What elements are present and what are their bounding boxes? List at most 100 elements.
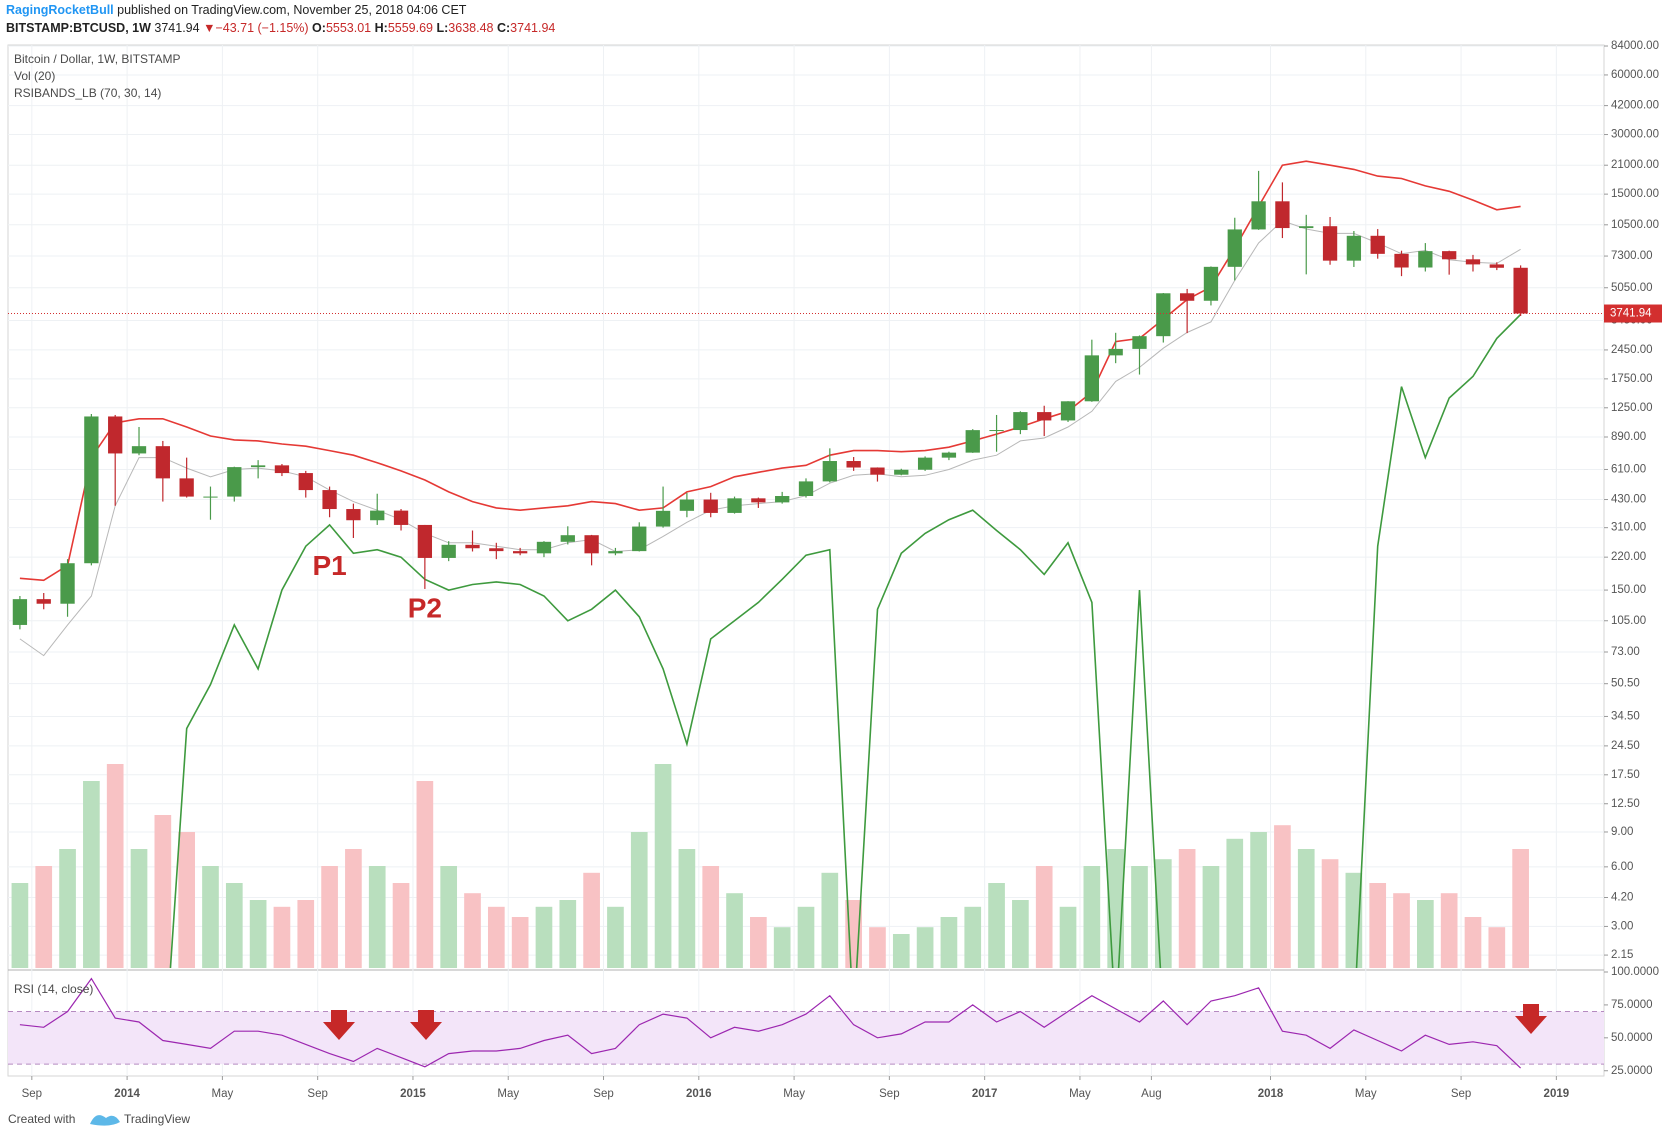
- candle-body: [1322, 226, 1338, 261]
- legend-rsi: RSI (14, close): [14, 982, 93, 996]
- volume-bar: [583, 872, 600, 968]
- candle-body: [679, 499, 695, 511]
- volume-bar: [1321, 859, 1339, 968]
- y-tick-label: 5050.00: [1611, 282, 1653, 294]
- ohlc-label: O:: [312, 21, 326, 35]
- volume-bar: [797, 906, 815, 968]
- volume-bar: [869, 927, 886, 968]
- y-tick-label: 310.00: [1611, 522, 1646, 534]
- volume-bar: [726, 893, 743, 968]
- candle-body: [941, 452, 957, 458]
- volume-bar: [1512, 849, 1529, 968]
- y-tick-label: 21000.00: [1611, 159, 1659, 171]
- y-tick-label: 12.50: [1611, 798, 1640, 810]
- y-tick-label: 17.50: [1611, 769, 1640, 781]
- candle-body: [298, 473, 313, 491]
- volume-bar: [1488, 927, 1506, 968]
- y-tick-label: 50.50: [1611, 678, 1640, 690]
- candle-body: [560, 535, 575, 542]
- candle-body: [227, 467, 242, 497]
- volume-bar: [154, 815, 172, 968]
- candle-body: [12, 599, 28, 625]
- candle-body: [513, 551, 528, 554]
- x-tick-label: 2018: [1258, 1088, 1284, 1100]
- candle-body: [1275, 201, 1290, 229]
- ohlc-label: H:: [375, 21, 388, 35]
- x-tick-label: May: [1069, 1088, 1091, 1100]
- volume-bar: [392, 883, 410, 968]
- volume-bar: [702, 866, 720, 968]
- legend-title: Bitcoin / Dollar, 1W, BITSTAMP: [14, 52, 181, 66]
- candle-body: [727, 498, 742, 513]
- candle-body: [1299, 226, 1314, 229]
- band-lower: [169, 313, 1522, 968]
- header-line-2: BITSTAMP:BTCUSD, 1W 3741.94 ▼−43.71 (−1.…: [6, 21, 555, 35]
- x-tick-label: Sep: [879, 1088, 899, 1100]
- candle-body: [632, 526, 647, 552]
- down-arrow: [410, 1010, 442, 1040]
- candle-body: [346, 509, 361, 521]
- volume-bar: [321, 866, 338, 968]
- candle-body: [465, 544, 480, 549]
- volume-bar: [773, 927, 791, 968]
- x-tick-label: Sep: [593, 1088, 613, 1100]
- volume-bar: [249, 900, 267, 968]
- volume-bar: [1012, 900, 1029, 968]
- x-tick-label: May: [783, 1088, 805, 1100]
- candle-body: [1227, 229, 1242, 267]
- volume-bar: [83, 781, 100, 968]
- y-tick-label: 60000.00: [1611, 69, 1659, 81]
- candle-body: [274, 465, 290, 474]
- change: −43.71 (−1.15%): [215, 21, 308, 35]
- ohlc-value: 3741.94: [510, 21, 555, 35]
- candle-body: [250, 465, 266, 468]
- volume-bar: [916, 927, 934, 968]
- candle-body: [870, 467, 885, 475]
- candle-body: [846, 461, 861, 468]
- candle-body: [1084, 355, 1099, 402]
- candle-body: [131, 446, 147, 454]
- volume-bar: [1202, 866, 1220, 968]
- volume-bar: [988, 883, 1005, 968]
- footer-brand[interactable]: TradingView: [124, 1112, 190, 1126]
- candle-body: [1418, 251, 1433, 268]
- legend-volume: Vol (20): [14, 69, 55, 83]
- volume-bar: [1464, 917, 1482, 968]
- volume-bar: [464, 893, 481, 968]
- price-label: 3741.94: [1610, 308, 1652, 320]
- volume-bar: [1035, 866, 1053, 968]
- candle-body: [1108, 348, 1123, 356]
- y-tick-label: 220.00: [1611, 551, 1646, 563]
- candle-body: [608, 551, 623, 554]
- volume-bar: [59, 849, 76, 968]
- candle-body: [417, 524, 433, 558]
- candle-body: [703, 499, 718, 513]
- rsi-tick-label: 25.0000: [1611, 1065, 1653, 1077]
- x-tick-label: Aug: [1141, 1088, 1161, 1100]
- logo: [90, 1115, 120, 1126]
- volume-bar: [178, 832, 195, 968]
- y-tick-label: 4.20: [1611, 892, 1633, 904]
- volume-bar: [368, 866, 386, 968]
- x-tick-label: 2019: [1544, 1088, 1570, 1100]
- candle-body: [536, 541, 552, 554]
- volume-bar: [821, 872, 839, 968]
- x-tick-label: Sep: [307, 1088, 327, 1100]
- candle-body: [1203, 266, 1219, 301]
- candle-body: [775, 496, 790, 503]
- down-arrow: [323, 1010, 355, 1040]
- y-tick-label: 890.00: [1611, 431, 1646, 443]
- candle-body: [155, 446, 170, 479]
- volume-bar: [225, 883, 243, 968]
- volume-bar: [1178, 849, 1196, 968]
- volume-bar: [130, 849, 148, 968]
- y-tick-label: 3.00: [1611, 920, 1633, 932]
- x-tick-label: Sep: [22, 1088, 42, 1100]
- y-tick-label: 6.00: [1611, 861, 1633, 873]
- y-tick-label: 430.00: [1611, 494, 1646, 506]
- y-tick-label: 34.50: [1611, 710, 1640, 722]
- rsi-line: [19, 977, 1522, 1069]
- x-tick-label: 2017: [972, 1088, 998, 1100]
- candle-body: [1060, 401, 1076, 421]
- volume-bar: [1083, 866, 1101, 968]
